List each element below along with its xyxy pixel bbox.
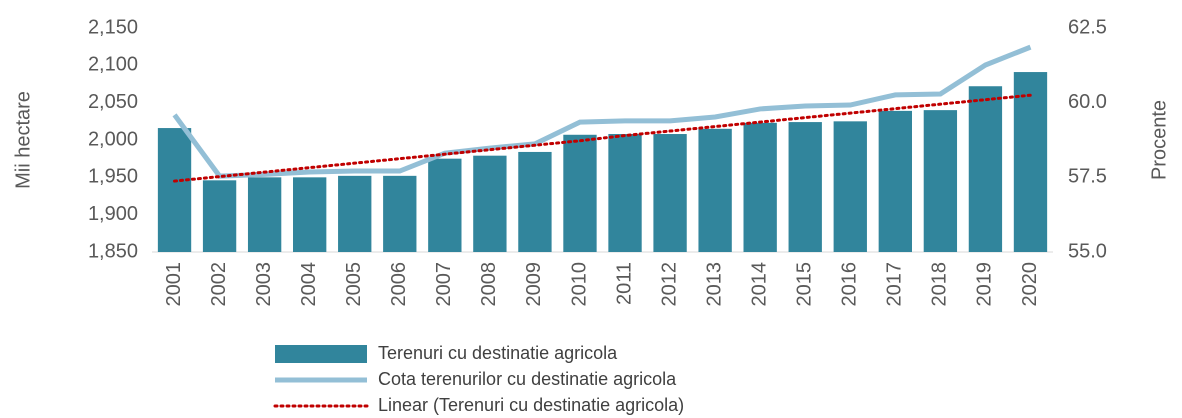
y-tick-label: 1,850: [88, 240, 138, 262]
bar: [698, 128, 732, 252]
bar: [1013, 72, 1048, 252]
x-tick-label: 2004: [298, 262, 320, 307]
y2-tick-label: 62.5: [1068, 16, 1107, 38]
line: [173, 93, 1032, 183]
x-tick-label: 2011: [613, 262, 635, 305]
line: [172, 44, 1032, 179]
bar: [833, 121, 867, 252]
bar: [293, 177, 327, 252]
x-tick-label: 2006: [388, 262, 410, 307]
bar: [743, 122, 777, 253]
x-tick-label: 2003: [253, 262, 275, 307]
bar: [157, 128, 192, 252]
x-tick-label: 2016: [839, 262, 861, 307]
x-tick-label: 2007: [433, 262, 455, 307]
x-tick-label: 2009: [523, 262, 545, 307]
x-tick-label: 2018: [929, 262, 951, 307]
bar: [202, 180, 237, 252]
bar: [968, 86, 1003, 253]
x-tick-label: 2013: [703, 262, 725, 307]
bar: [518, 151, 552, 252]
x-tick-label: 2010: [568, 262, 590, 307]
x-tick-label: 2019: [974, 262, 996, 307]
bar: [247, 177, 282, 252]
x-tick-label: 2017: [884, 262, 906, 307]
y2-axis-label: Procente: [1148, 100, 1170, 180]
x-tick-label: 2014: [748, 262, 770, 307]
legend-label: Linear (Terenuri cu destinatie agricola): [378, 395, 684, 415]
x-tick-label: 2002: [208, 262, 230, 307]
bar: [788, 122, 822, 252]
y-tick-label: 1,950: [88, 166, 138, 188]
bar: [923, 110, 958, 252]
y-tick-label: 1,900: [88, 203, 138, 225]
bar: [473, 155, 507, 252]
y2-tick-label: 57.5: [1068, 166, 1107, 188]
y-axis-label: Mii hectare: [12, 91, 34, 189]
bar: [383, 175, 417, 252]
x-tick-label: 2001: [163, 262, 185, 307]
bar: [338, 175, 372, 252]
x-tick-label: 2012: [658, 262, 680, 307]
bar: [878, 110, 912, 252]
x-tick-label: 2008: [478, 262, 500, 307]
y2-tick-label: 60.0: [1068, 91, 1107, 113]
bar: [428, 158, 462, 252]
y2-tick-label: 55.0: [1068, 240, 1107, 262]
bar: [608, 134, 642, 252]
x-tick-label: 2015: [794, 262, 816, 307]
legend-label: Terenuri cu destinatie agricola: [378, 343, 618, 363]
y-tick-label: 2,150: [88, 16, 138, 38]
legend-label: Cota terenurilor cu destinatie agricola: [378, 369, 677, 389]
y-tick-label: 2,100: [88, 54, 138, 76]
bar: [563, 134, 597, 252]
x-tick-label: 2005: [343, 262, 365, 307]
y-tick-label: 2,050: [88, 91, 138, 113]
x-tick-label: 2020: [1019, 262, 1041, 307]
legend-swatch: [275, 345, 367, 363]
bar: [653, 134, 687, 252]
y-tick-label: 2,000: [88, 128, 138, 150]
